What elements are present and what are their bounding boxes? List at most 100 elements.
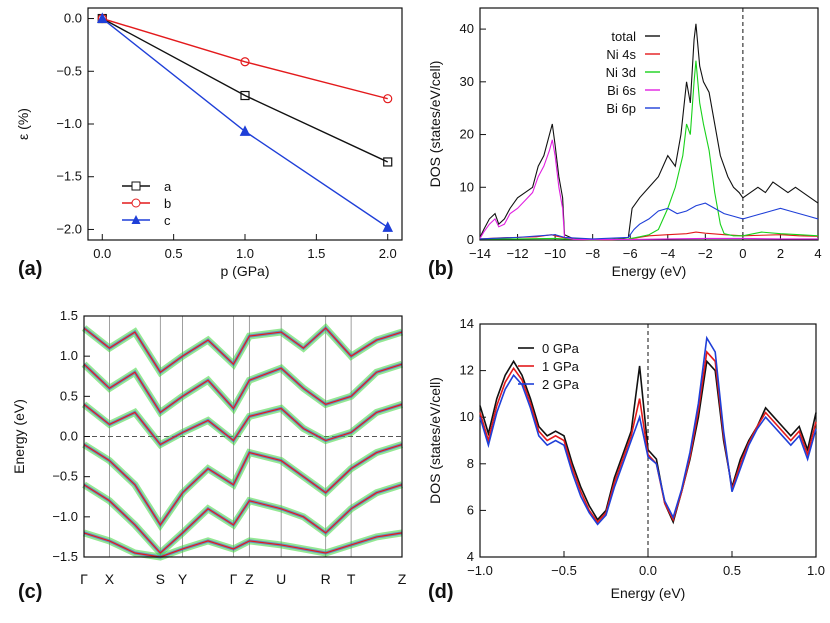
x-tick-label-b: −12 xyxy=(507,246,529,261)
kpoint-label: Γ xyxy=(80,571,88,587)
kpoint-label: Z xyxy=(398,571,407,587)
series-line-total xyxy=(479,23,819,241)
data-point-c xyxy=(239,125,251,136)
data-point-b xyxy=(383,94,393,104)
y-tick-label-c: 0.0 xyxy=(60,429,78,444)
legend-label-1-GPa: 1 GPa xyxy=(542,359,580,374)
panel-a: 0.0 −0.5 −1.0 −1.5 −2.0 0.0 0.5 1.0 1.5 2.0 p (GPa… xyxy=(15,7,403,279)
data-point-a xyxy=(383,157,393,167)
kpoint-label: Γ xyxy=(230,571,238,587)
y-tick-label-d: 12 xyxy=(460,363,474,378)
kpoint-label: X xyxy=(105,571,115,587)
y-tick-label-d: 14 xyxy=(460,316,474,331)
x-axis-label-d: Energy (eV) xyxy=(611,585,686,601)
y-tick-label-b: 20 xyxy=(460,127,474,142)
y-axis-label-b: DOS (states/eV/cell) xyxy=(427,61,443,188)
x-tick-label-b: 4 xyxy=(814,246,821,261)
y-tick-label-d: 8 xyxy=(467,456,474,471)
kpoint-label: T xyxy=(347,571,356,587)
x-tick-label-b: 0 xyxy=(739,246,746,261)
x-tick-label-d: 0.0 xyxy=(639,563,657,578)
x-axis-label-b: Energy (eV) xyxy=(612,263,687,279)
series-line-Bi-6p xyxy=(479,202,819,240)
legend-marker-a xyxy=(131,181,141,191)
y-tick-label-c: 1.5 xyxy=(60,308,78,323)
legend-label-Bi-6s: Bi 6s xyxy=(607,83,636,98)
data-point-c xyxy=(96,12,108,24)
x-tick-label-b: −14 xyxy=(469,246,491,261)
x-tick-label-b: −4 xyxy=(660,246,675,261)
y-tick-label-d: 6 xyxy=(467,502,474,517)
legend-label-a: a xyxy=(164,179,172,194)
x-tick-label-b: −2 xyxy=(698,246,713,261)
y-axis-label-a: ε (%) xyxy=(15,108,31,140)
band-line-band-5 xyxy=(83,484,403,554)
data-point-b xyxy=(240,57,250,67)
x-tick-label-d: −0.5 xyxy=(551,563,577,578)
legend-label-total: total xyxy=(611,29,636,44)
y-tick-label-c: −1.5 xyxy=(52,549,78,564)
x-tick-label-a: 1.0 xyxy=(236,246,254,261)
x-tick-label-b: 2 xyxy=(777,246,784,261)
panel-b: 0 10 20 30 40 −14 −12 −10 −8 −6 −4 −2 0 2 4 Energy (eV)… xyxy=(427,7,822,279)
panel-d: 4 6 8 10 12 14 −1.0 −0.5 0.0 0.5 1.0 Energy (eV) DOS… xyxy=(427,316,825,601)
legend-label-0-GPa: 0 GPa xyxy=(542,341,580,356)
y-axis-label-c: Energy (eV) xyxy=(11,399,27,474)
x-tick-label-d: 0.5 xyxy=(723,563,741,578)
series-line-b xyxy=(102,17,388,100)
y-tick-label-b: 10 xyxy=(460,179,474,194)
y-tick-label-a: 0.0 xyxy=(64,11,82,26)
legend-label-Ni-4s: Ni 4s xyxy=(606,47,636,62)
legend-label-c: c xyxy=(164,213,171,228)
y-tick-label-c: 1.0 xyxy=(60,348,78,363)
kpoint-label: U xyxy=(276,571,286,587)
panel-label-d: (d) xyxy=(428,581,454,603)
legend-label-2-GPa: 2 GPa xyxy=(542,377,580,392)
plot-frame-b xyxy=(479,7,819,241)
legend-marker-c xyxy=(131,215,141,224)
y-tick-label-d: 4 xyxy=(467,549,474,564)
x-tick-label-a: 0.5 xyxy=(165,246,183,261)
panel-c: Γ X S Y Γ Z U R T Z1.51.00.50.0−0.5−1.0−1.5Energy… xyxy=(11,308,407,587)
band-line-band-2 xyxy=(83,363,403,414)
series-line-2-GPa xyxy=(479,335,817,526)
x-tick-label-a: 1.5 xyxy=(307,246,325,261)
panel-label-a: (a) xyxy=(18,258,42,280)
y-tick-label-d: 10 xyxy=(460,409,474,424)
y-tick-label-a: −0.5 xyxy=(56,63,82,78)
y-tick-label-c: 0.5 xyxy=(60,388,78,403)
y-tick-label-a: −1.5 xyxy=(56,169,82,184)
series-line-a xyxy=(101,17,389,163)
data-point-a xyxy=(240,90,250,101)
panel-label-c: (c) xyxy=(18,581,42,603)
kpoint-label: R xyxy=(321,571,331,587)
legend-marker-b xyxy=(131,198,141,208)
y-tick-label-b: 40 xyxy=(460,21,474,36)
series-line-Bi-6s xyxy=(479,139,818,241)
series-line-0-GPa xyxy=(479,359,817,525)
y-tick-label-c: −0.5 xyxy=(52,469,78,484)
band-line-band-1 xyxy=(83,327,403,374)
x-tick-label-a: 2.0 xyxy=(379,246,397,261)
legend-label-Bi-6p: Bi 6p xyxy=(606,101,636,116)
panel-label-b: (b) xyxy=(428,258,454,280)
x-tick-label-b: −6 xyxy=(623,246,638,261)
kpoint-label: Y xyxy=(178,571,188,587)
kpoint-label: Z xyxy=(245,571,254,587)
x-tick-label-a: 0.0 xyxy=(93,246,111,261)
band-line-band-6 xyxy=(83,532,403,558)
legend-label-Ni-3d: Ni 3d xyxy=(606,65,636,80)
kpoint-label: S xyxy=(156,571,165,587)
y-tick-label-c: −1.0 xyxy=(52,509,78,524)
x-tick-label-d: 1.0 xyxy=(807,563,825,578)
y-tick-label-b: 30 xyxy=(460,74,474,89)
y-tick-label-a: −2.0 xyxy=(56,221,82,236)
band-line-band-4 xyxy=(83,443,403,526)
y-tick-label-b: 0 xyxy=(467,232,474,247)
series-line-c xyxy=(101,17,389,228)
y-axis-label-d: DOS (states/eV/cell) xyxy=(427,377,443,504)
series-line-Ni-3d xyxy=(480,60,819,241)
x-tick-label-b: −10 xyxy=(544,246,566,261)
data-point-c xyxy=(382,221,394,232)
